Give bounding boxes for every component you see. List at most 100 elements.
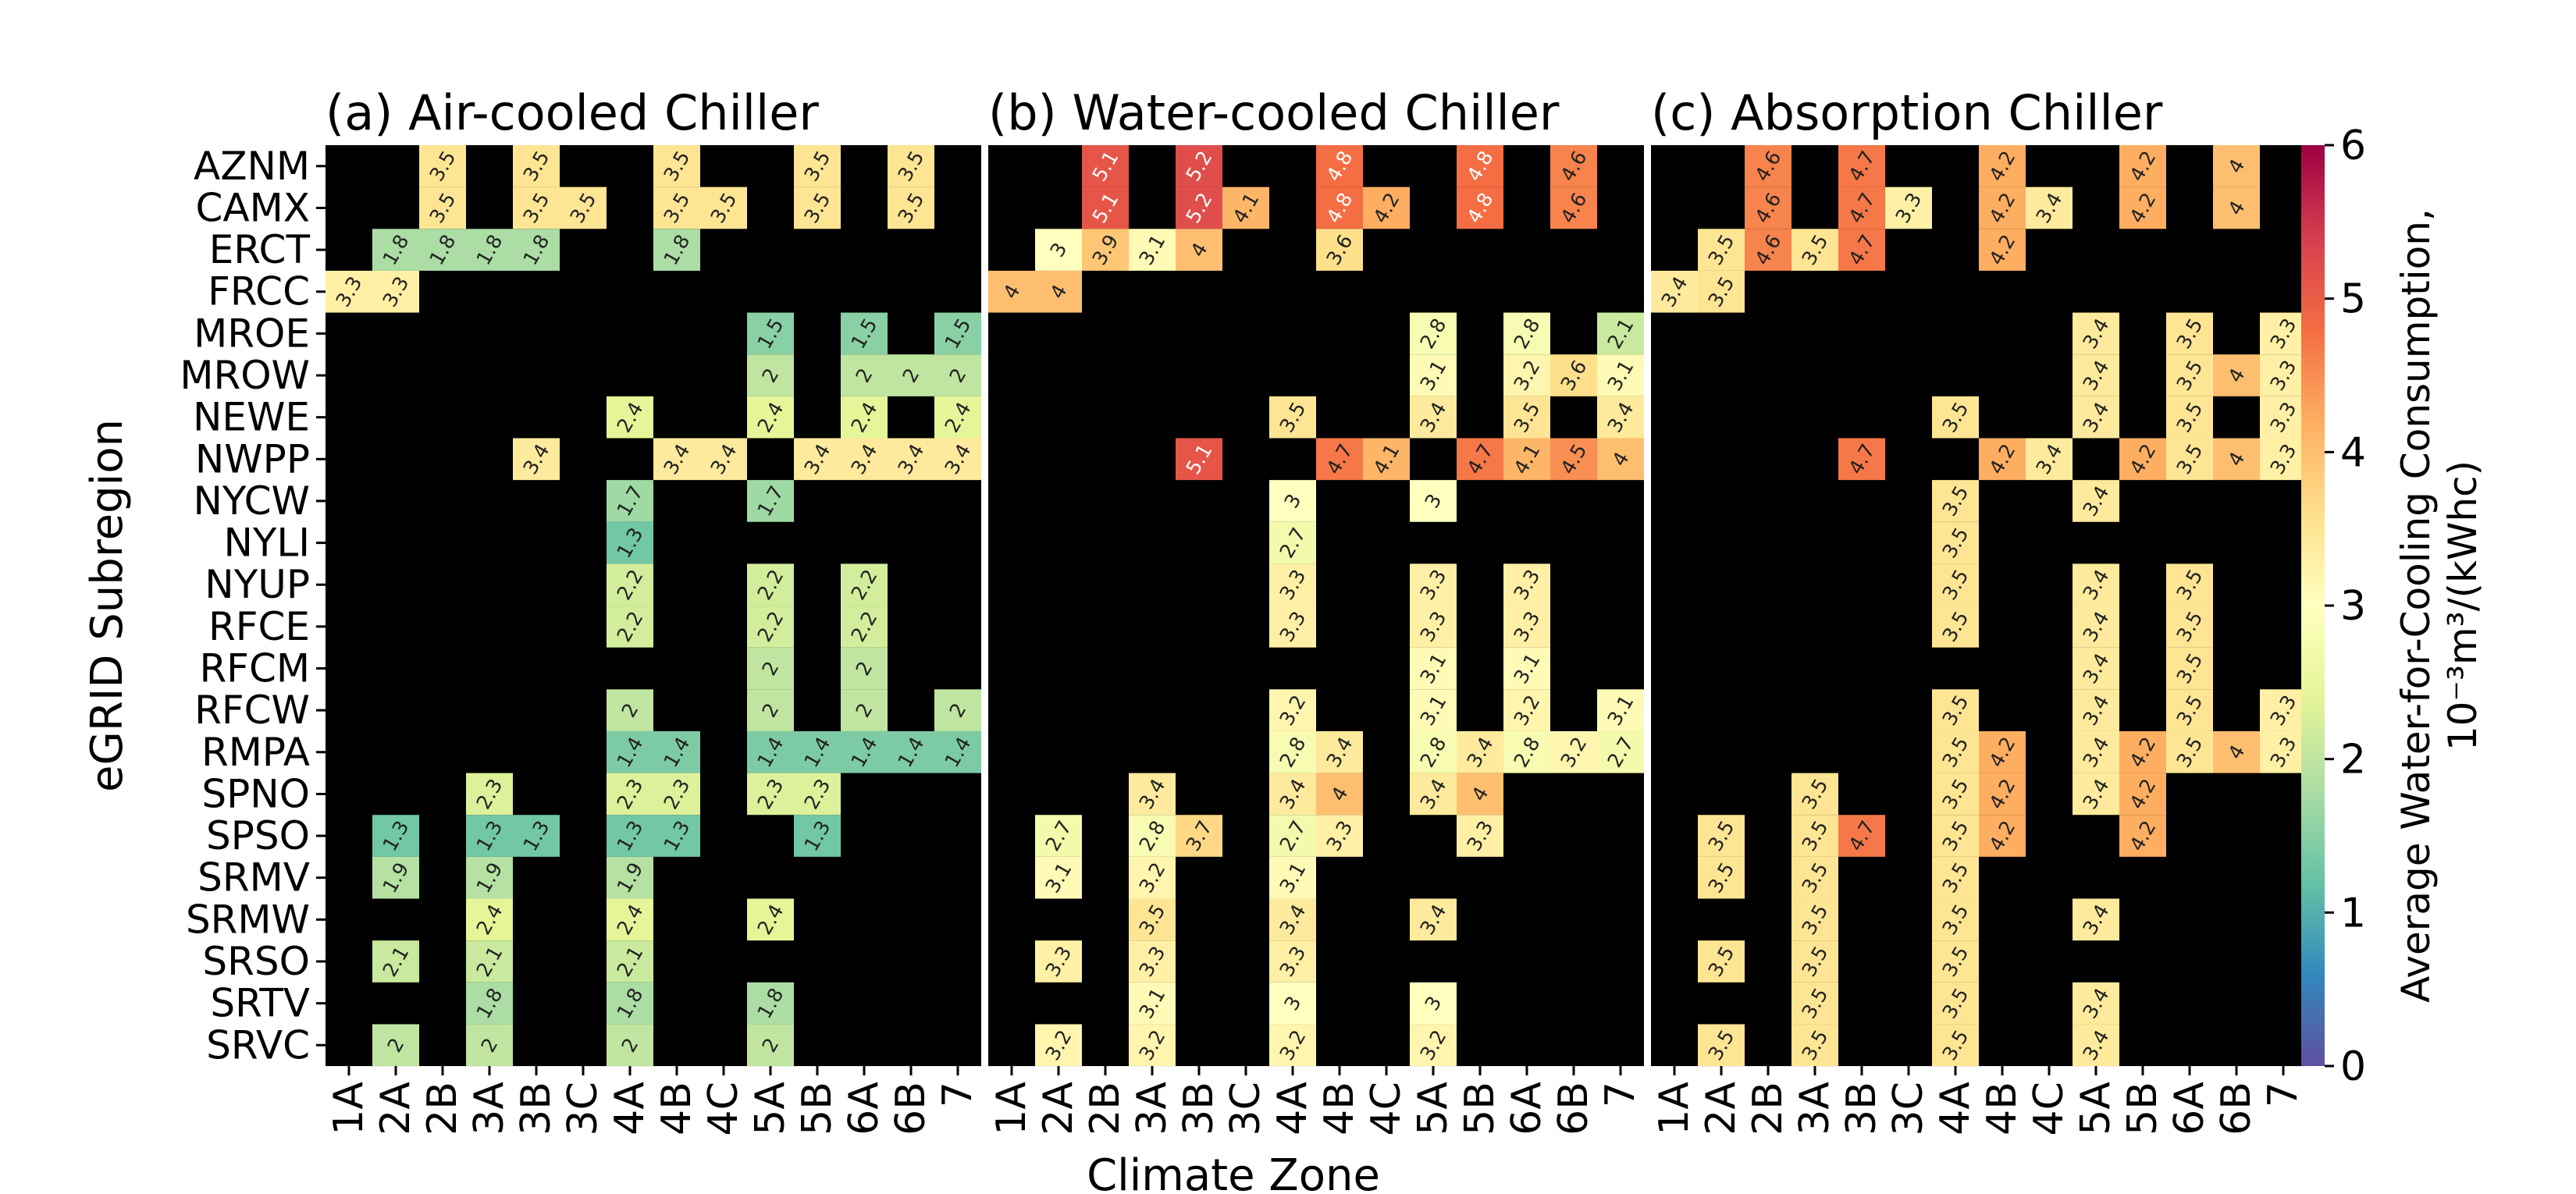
x-tick-label: 6A — [841, 1082, 888, 1135]
heatmap-cell — [1176, 815, 1222, 857]
heatmap-cell — [1410, 773, 1457, 816]
x-tick-label: 3B — [1176, 1082, 1222, 1135]
heatmap-cell — [794, 730, 841, 773]
heatmap-cell — [419, 145, 466, 187]
heatmap-cell — [1410, 606, 1457, 648]
heatmap-cell — [372, 270, 419, 313]
heatmap-cell — [372, 940, 419, 983]
heatmap-cell — [747, 606, 794, 648]
heatmap-cell — [1269, 773, 1316, 816]
heatmap-cell — [607, 815, 653, 857]
heatmap-cell — [2213, 187, 2260, 229]
x-tick-label: 1A — [1651, 1082, 1698, 1135]
heatmap-cell — [841, 606, 888, 648]
heatmap-cell — [1503, 312, 1550, 355]
x-tick-label: 7 — [1597, 1082, 1644, 1107]
y-tick-label: SRVC — [206, 1022, 310, 1068]
heatmap-cell — [1269, 730, 1316, 773]
heatmap-cell — [1791, 815, 1838, 857]
heatmap-cell — [1410, 396, 1457, 439]
heatmap-cell — [1932, 689, 1979, 731]
x-tick-label: 6B — [2213, 1082, 2260, 1135]
heatmap-cell — [1651, 270, 1698, 313]
heatmap-cell — [1932, 730, 1979, 773]
heatmap-cell — [1550, 145, 1597, 187]
x-tick-label: 4C — [1363, 1082, 1410, 1135]
heatmap-cell — [747, 312, 794, 355]
heatmap-cell — [1932, 606, 1979, 648]
panel-title: (b) Water-cooled Chiller — [988, 84, 1560, 141]
heatmap-cell — [1503, 689, 1550, 731]
heatmap-cell — [372, 815, 419, 857]
x-tick-label: 5B — [1457, 1082, 1503, 1135]
heatmap-cell — [1597, 354, 1644, 396]
heatmap-cell — [934, 312, 981, 355]
x-tick-label: 3B — [513, 1082, 560, 1135]
heatmap-cell — [888, 145, 934, 187]
heatmap-cell — [1457, 730, 1503, 773]
y-tick-label: NEWE — [193, 395, 310, 440]
heatmap-cell — [1932, 982, 1979, 1025]
heatmap-cell — [2073, 898, 2119, 941]
heatmap-cell — [2260, 689, 2307, 731]
heatmap-cell — [1269, 898, 1316, 941]
heatmap-cell — [841, 647, 888, 690]
heatmap-cell — [2073, 563, 2119, 606]
panel-title: (a) Air-cooled Chiller — [326, 84, 819, 141]
heatmap-cell — [1363, 187, 1410, 229]
heatmap-cell — [2166, 438, 2213, 481]
x-tick-label: 2A — [1035, 1082, 1082, 1135]
y-tick-label: RMPA — [201, 730, 310, 775]
heatmap-cell — [607, 480, 653, 522]
colorbar-label-line1: Average Water-for-Cooling Consumption, — [2393, 208, 2439, 1003]
y-tick-label: NYCW — [193, 478, 310, 524]
heatmap-cell — [888, 187, 934, 229]
heatmap-cell — [2119, 187, 2166, 229]
heatmap-cell — [2119, 438, 2166, 481]
heatmap-cell — [607, 940, 653, 983]
heatmap-cell — [1979, 773, 2026, 816]
heatmap-cell — [1979, 229, 2026, 271]
heatmap-cell — [1597, 312, 1644, 355]
x-tick-label: 5A — [1410, 1082, 1457, 1135]
heatmap-cell — [1503, 354, 1550, 396]
x-tick-label: 5B — [2119, 1082, 2166, 1135]
heatmap-cell — [794, 187, 841, 229]
x-tick-label: 2B — [1082, 1082, 1129, 1135]
heatmap-cell — [1269, 563, 1316, 606]
heatmap-cell — [1457, 815, 1503, 857]
heatmap-cell — [1745, 187, 1791, 229]
heatmap-cell — [841, 438, 888, 481]
colorbar-ticks: 0 1 2 3 4 5 6 — [2325, 123, 2366, 1090]
x-tick-label: 4B — [653, 1082, 700, 1135]
heatmap-cell — [934, 689, 981, 731]
heatmap-cell — [653, 145, 700, 187]
heatmap-cell — [1932, 773, 1979, 816]
colorbar-tick-label: 4 — [2340, 429, 2366, 476]
heatmap-cell — [419, 229, 466, 271]
heatmap-cell — [1698, 815, 1745, 857]
heatmap-cell — [1316, 187, 1363, 229]
heatmap-cell — [2073, 689, 2119, 731]
heatmap-cell — [2073, 396, 2119, 439]
heatmap-cell — [1791, 856, 1838, 899]
heatmap-cell — [2073, 480, 2119, 522]
heatmap-cell — [1035, 940, 1082, 983]
heatmap-cell — [2073, 606, 2119, 648]
y-tick-label: SRMW — [186, 897, 310, 942]
heatmap-cell — [1269, 815, 1316, 857]
heatmap-cell — [466, 898, 513, 941]
y-tick-label: CAMX — [195, 185, 310, 230]
heatmap-cell — [1176, 229, 1222, 271]
heatmap-cell — [1035, 229, 1082, 271]
heatmap-cell — [560, 187, 607, 229]
heatmap-cell — [1503, 563, 1550, 606]
heatmap-cell — [1082, 145, 1129, 187]
heatmap-cell — [747, 647, 794, 690]
heatmap-cell — [1035, 856, 1082, 899]
heatmap-cell — [1222, 187, 1269, 229]
heatmap-cell — [934, 438, 981, 481]
x-tick-label: 6B — [888, 1082, 934, 1135]
heatmap-cell — [2073, 730, 2119, 773]
